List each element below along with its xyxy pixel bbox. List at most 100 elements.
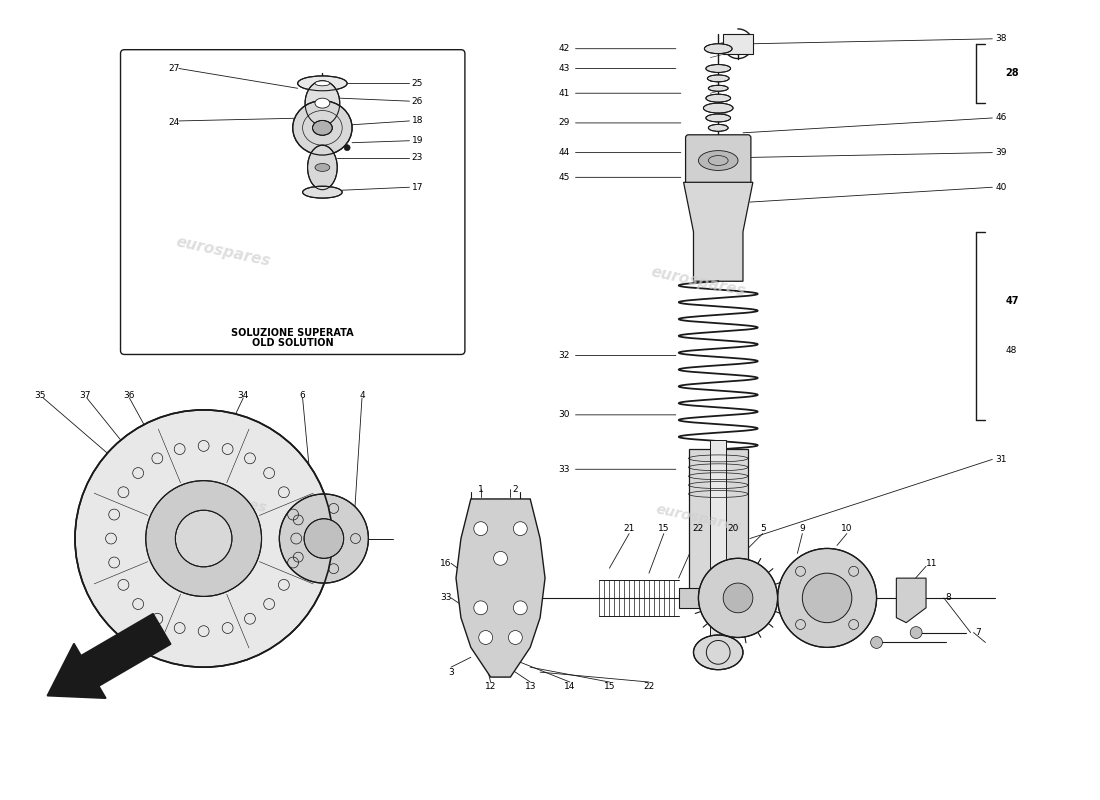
Polygon shape (683, 182, 752, 282)
Circle shape (778, 549, 877, 647)
Text: 37: 37 (79, 390, 90, 399)
Ellipse shape (305, 81, 340, 126)
Circle shape (723, 583, 752, 613)
Ellipse shape (706, 65, 730, 73)
Circle shape (514, 522, 527, 535)
Text: 21: 21 (624, 524, 635, 533)
Circle shape (175, 510, 232, 567)
Text: 14: 14 (564, 682, 575, 691)
Text: 15: 15 (658, 524, 670, 533)
Ellipse shape (693, 635, 742, 670)
Text: 33: 33 (559, 465, 570, 474)
Text: 4: 4 (360, 390, 365, 399)
Text: 16: 16 (440, 558, 452, 568)
Text: 44: 44 (559, 148, 570, 157)
Text: 41: 41 (559, 89, 570, 98)
Circle shape (304, 518, 343, 558)
Text: 7: 7 (976, 628, 981, 637)
Ellipse shape (706, 94, 730, 102)
Bar (679, 588, 758, 608)
Ellipse shape (708, 86, 728, 91)
Ellipse shape (703, 103, 733, 113)
Text: 18: 18 (411, 117, 424, 126)
Bar (689, 450, 748, 598)
Circle shape (75, 410, 332, 667)
Text: 39: 39 (996, 148, 1006, 157)
Polygon shape (896, 578, 926, 622)
Text: 10: 10 (842, 524, 852, 533)
Text: 15: 15 (604, 682, 615, 691)
Text: 9: 9 (800, 524, 805, 533)
Bar (723, 34, 752, 54)
Text: 22: 22 (644, 682, 654, 691)
Text: 36: 36 (123, 390, 135, 399)
Circle shape (508, 630, 522, 645)
Ellipse shape (308, 145, 338, 190)
Text: 13: 13 (525, 682, 536, 691)
Text: 32: 32 (559, 351, 570, 360)
Text: 11: 11 (926, 558, 937, 568)
Ellipse shape (707, 75, 729, 82)
Text: 34: 34 (238, 390, 249, 399)
Circle shape (494, 551, 507, 566)
Text: 8: 8 (946, 594, 952, 602)
Text: 42: 42 (559, 44, 570, 53)
Ellipse shape (298, 76, 348, 90)
Ellipse shape (708, 125, 728, 131)
Circle shape (279, 494, 368, 583)
Ellipse shape (704, 44, 733, 54)
Text: 12: 12 (485, 682, 496, 691)
FancyBboxPatch shape (121, 50, 465, 354)
Text: 23: 23 (411, 153, 422, 162)
Circle shape (474, 522, 487, 535)
Text: 35: 35 (34, 390, 46, 399)
Circle shape (344, 145, 350, 150)
Text: 24: 24 (168, 118, 179, 127)
Text: 30: 30 (559, 410, 570, 419)
Text: 40: 40 (996, 182, 1006, 192)
Text: 17: 17 (411, 182, 424, 192)
Text: 19: 19 (411, 136, 424, 146)
Text: 38: 38 (996, 34, 1006, 43)
Text: eurospares: eurospares (175, 234, 272, 269)
Text: eurospares: eurospares (650, 264, 747, 298)
Text: eurospares: eurospares (179, 483, 267, 515)
Text: 22: 22 (693, 524, 704, 533)
Text: 27: 27 (168, 64, 179, 73)
Ellipse shape (312, 121, 332, 135)
Text: 45: 45 (559, 173, 570, 182)
Text: 3: 3 (448, 668, 454, 677)
Text: 6: 6 (299, 390, 306, 399)
Circle shape (478, 630, 493, 645)
Ellipse shape (302, 186, 342, 198)
Text: 31: 31 (996, 455, 1006, 464)
Text: SOLUZIONE SUPERATA: SOLUZIONE SUPERATA (231, 328, 354, 338)
Circle shape (910, 626, 922, 638)
Ellipse shape (315, 163, 330, 171)
Text: 2: 2 (513, 485, 518, 494)
Text: 43: 43 (559, 64, 570, 73)
Circle shape (474, 601, 487, 614)
Circle shape (698, 558, 778, 638)
Text: 47: 47 (1005, 296, 1019, 306)
Polygon shape (456, 499, 546, 677)
Bar (711, 439, 726, 658)
FancyBboxPatch shape (685, 134, 751, 186)
Circle shape (146, 481, 262, 597)
Text: 1: 1 (477, 485, 484, 494)
Circle shape (802, 573, 851, 622)
Text: 33: 33 (440, 594, 452, 602)
Ellipse shape (706, 114, 730, 122)
Text: 25: 25 (411, 79, 422, 88)
Text: 5: 5 (760, 524, 766, 533)
Circle shape (514, 601, 527, 614)
Text: eurospares: eurospares (654, 502, 743, 534)
Circle shape (870, 637, 882, 648)
Ellipse shape (698, 150, 738, 170)
Text: 26: 26 (411, 97, 422, 106)
Text: 29: 29 (559, 118, 570, 127)
Text: 48: 48 (1005, 346, 1016, 355)
Text: 20: 20 (727, 524, 739, 533)
Text: 46: 46 (996, 114, 1006, 122)
Ellipse shape (293, 101, 352, 155)
